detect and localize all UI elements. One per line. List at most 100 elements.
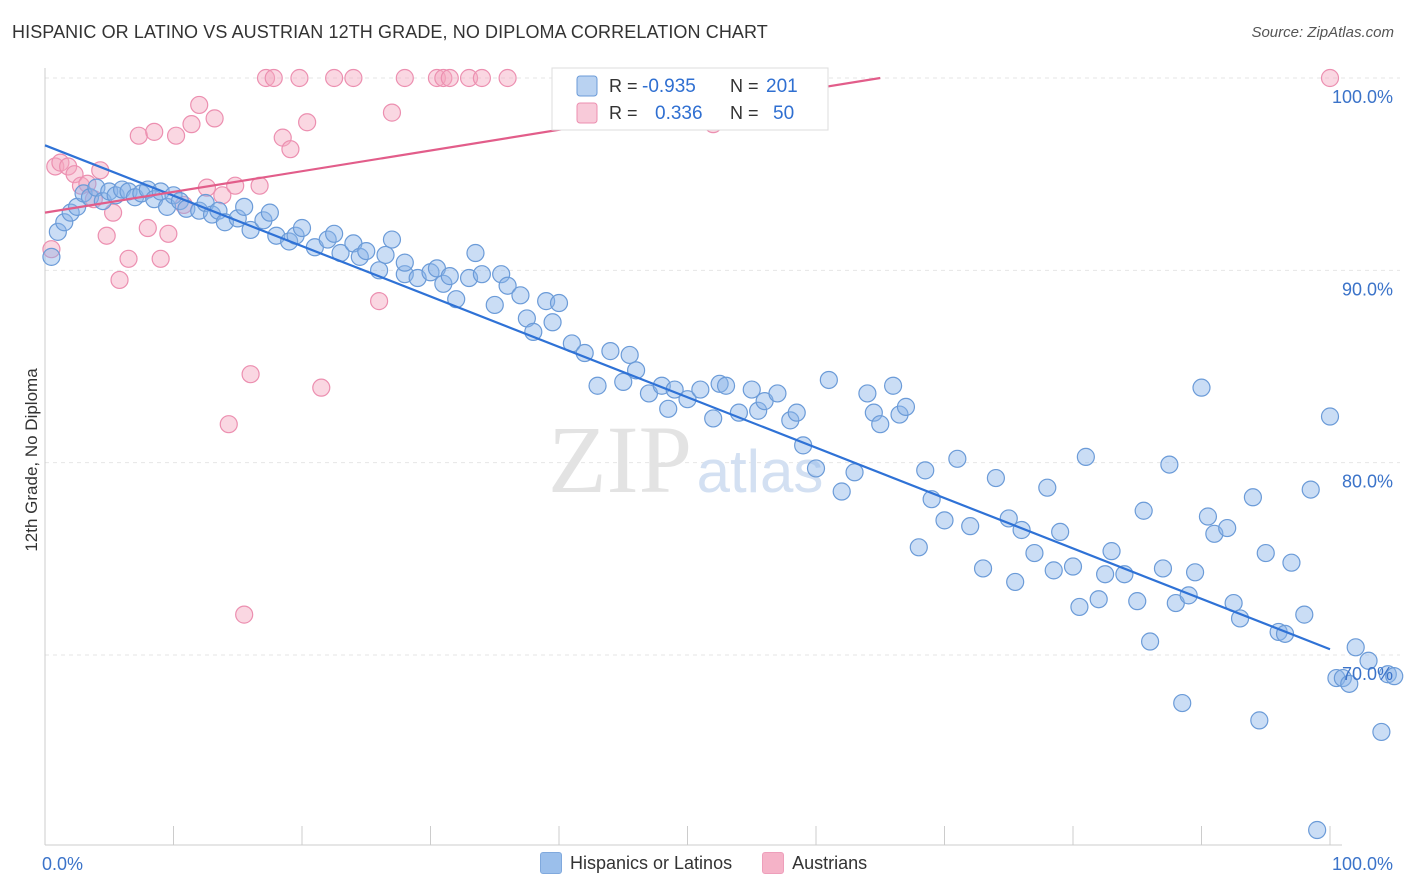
data-point — [549, 293, 569, 313]
data-point — [65, 165, 84, 184]
data-point — [1134, 501, 1153, 520]
data-point — [716, 376, 736, 395]
legend-label-austrians: Austrians — [792, 852, 868, 873]
data-point — [382, 230, 402, 249]
data-point — [1051, 522, 1070, 542]
data-point — [472, 68, 491, 88]
data-point — [440, 68, 459, 88]
data-point — [1218, 518, 1237, 538]
data-point — [213, 186, 232, 205]
data-point — [485, 295, 504, 315]
data-point — [935, 511, 954, 530]
data-point — [1153, 559, 1173, 578]
data-point — [704, 409, 723, 428]
data-point — [1070, 597, 1089, 617]
data-point — [864, 403, 883, 422]
data-point — [896, 397, 916, 416]
data-point — [1243, 488, 1263, 507]
stats-n-value: 50 — [773, 103, 794, 124]
legend-item-austrians[interactable]: Austrians — [762, 852, 867, 874]
data-point — [376, 245, 395, 265]
data-point — [182, 115, 201, 134]
data-point — [260, 203, 279, 222]
data-point — [145, 122, 164, 141]
data-point — [1089, 590, 1108, 609]
data-point — [110, 270, 129, 290]
series-legend: Hispanics or Latinos Austrians — [540, 852, 867, 874]
stats-r-label: R = — [609, 103, 638, 123]
y-tick-label: 80.0% — [1342, 472, 1393, 492]
data-point — [768, 384, 787, 403]
legend-item-hispanics[interactable]: Hispanics or Latinos — [540, 852, 732, 874]
source-label: Source: ZipAtlas.com — [1251, 24, 1394, 41]
data-point — [691, 380, 710, 399]
data-point — [819, 370, 838, 390]
data-point — [344, 68, 363, 88]
data-point — [498, 68, 517, 88]
data-point — [1044, 561, 1063, 580]
stats-r-label: R = — [609, 76, 638, 96]
data-point — [858, 384, 877, 403]
data-point — [427, 68, 447, 88]
data-point — [948, 449, 967, 468]
data-point — [434, 68, 453, 88]
data-point — [961, 517, 980, 536]
data-point — [1385, 667, 1404, 686]
data-point — [498, 276, 517, 295]
data-point — [325, 68, 344, 88]
data-point — [614, 372, 633, 391]
data-point — [459, 68, 479, 88]
data-point — [78, 174, 97, 193]
data-point — [281, 140, 300, 159]
data-point — [1359, 651, 1378, 670]
data-point — [620, 345, 639, 365]
data-point — [1173, 693, 1192, 713]
data-point — [226, 176, 245, 195]
data-point — [1320, 68, 1340, 88]
data-point — [264, 68, 283, 88]
data-point — [806, 459, 826, 478]
data-point — [871, 415, 890, 434]
data-point — [1340, 674, 1359, 693]
y-tick-label: 70.0% — [1342, 664, 1393, 684]
data-point — [1160, 455, 1179, 474]
x-tick-label: 0.0% — [42, 854, 83, 874]
data-point — [601, 342, 620, 361]
data-point — [159, 224, 178, 243]
data-point — [1378, 665, 1397, 684]
trend-line-hispanics — [44, 144, 1331, 651]
data-point — [370, 292, 389, 311]
data-point — [1198, 507, 1218, 526]
data-point — [742, 380, 761, 399]
data-point — [190, 95, 209, 115]
data-point — [241, 365, 260, 384]
data-point — [166, 126, 186, 145]
data-point — [749, 401, 768, 420]
data-point — [312, 378, 331, 397]
data-point — [292, 218, 312, 238]
data-point — [1038, 478, 1057, 497]
data-point — [1301, 480, 1320, 499]
data-point — [1256, 543, 1275, 563]
data-point — [588, 376, 607, 395]
data-point — [205, 109, 224, 128]
data-point — [1308, 820, 1327, 840]
stats-swatch — [576, 102, 598, 124]
data-point — [845, 463, 864, 482]
series-hispanics — [42, 178, 1404, 840]
data-point — [986, 468, 1006, 488]
data-point — [298, 113, 317, 132]
trend-lines — [44, 76, 1331, 651]
data-point — [256, 68, 276, 88]
data-point — [235, 197, 254, 216]
legend-swatch-austrians — [762, 852, 785, 874]
data-point — [48, 222, 67, 241]
watermark-zip: ZIP — [548, 406, 692, 513]
data-point — [916, 461, 935, 480]
data-point — [395, 253, 414, 272]
stats-legend-box — [551, 67, 829, 131]
data-point — [119, 249, 138, 268]
data-point — [138, 218, 157, 238]
data-point — [1250, 711, 1269, 730]
data-point — [883, 376, 903, 395]
